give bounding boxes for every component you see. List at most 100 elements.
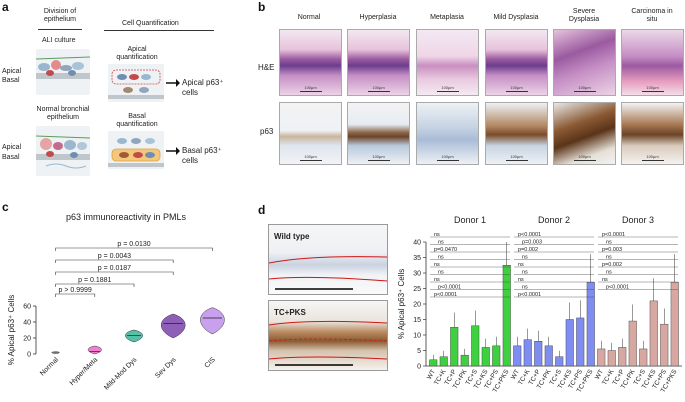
bar — [544, 345, 553, 367]
stat-label: ns — [518, 277, 524, 283]
col-carcinoma-in-situ: Carcinoma in situ — [631, 8, 673, 23]
row-p63-label: p63 — [260, 127, 274, 136]
stat-label: ns — [434, 262, 440, 268]
apical-quant-drawing — [108, 69, 164, 99]
bar — [513, 345, 522, 367]
y-tick-label: 30 — [413, 271, 421, 278]
violin-chart: 0 20 40 60 % Apical p63⁺ Cells Normal Hyper/Me… — [7, 241, 225, 392]
p63-mild-dysplasia-image: 100µm — [485, 102, 548, 165]
x-tick-label: CIS — [204, 356, 217, 369]
basal-quant-illustration — [108, 131, 164, 169]
bar — [492, 345, 501, 367]
comparison-label: p = 0.1881 — [78, 277, 111, 284]
p63-normal-image: 100µm — [279, 102, 342, 165]
donor-label: Donor 2 — [538, 215, 570, 225]
scale-label: 100µm — [510, 154, 523, 159]
scale-label: 100µm — [304, 85, 317, 90]
stat-label: ns — [434, 232, 440, 238]
apical-label: Apical — [2, 68, 22, 75]
y-tick-label: 25 — [413, 286, 421, 293]
scale-label: 100µm — [372, 154, 385, 159]
bar — [649, 300, 658, 367]
bar — [565, 319, 574, 367]
bar — [618, 347, 627, 367]
bar — [670, 282, 679, 367]
bar — [534, 340, 543, 367]
bar — [471, 325, 480, 367]
comparison-label: p > 0.9999 — [59, 287, 92, 294]
bar-chart: 0 5 10 15 20 25 30 35 40 % Apical p63⁺ Cells Donor… — [397, 215, 682, 394]
bar — [460, 354, 469, 367]
bar — [576, 317, 585, 367]
basal-result-label: Basal p63⁺ cells — [182, 146, 222, 165]
stat-label: ns — [438, 240, 444, 246]
panel-b-letter: b — [258, 0, 266, 14]
he-normal-image: 100µm — [279, 29, 342, 96]
stat-label: ns — [602, 277, 608, 283]
tc-pks-image — [268, 300, 388, 371]
normal-cells-drawing — [35, 135, 91, 169]
y-tick-label: 10 — [413, 333, 421, 340]
p63-hyperplasia-image: 100µm — [347, 102, 410, 165]
bar — [439, 356, 448, 367]
scale-label: 100µm — [646, 154, 659, 159]
scale-label: 100µm — [510, 85, 523, 90]
scale-label: 100µm — [441, 85, 454, 90]
apical-quantification-label: Apical quantification — [116, 46, 158, 61]
bar — [450, 327, 459, 367]
stat-label: ns — [438, 270, 444, 276]
stat-label: ns — [522, 285, 528, 291]
x-tick-label: Mild-Mod Dys — [103, 356, 139, 392]
wild-type-image — [268, 224, 388, 295]
stat-label: p<0.0001 — [606, 285, 629, 291]
bar — [639, 348, 648, 367]
stat-label: p<0.0001 — [434, 292, 457, 298]
comparison-label: p = 0.0043 — [98, 253, 131, 260]
bar — [660, 323, 669, 367]
basal-quant-drawing — [108, 138, 164, 167]
stat-label: p<0.0001 — [518, 292, 541, 298]
stat-label: ns — [434, 277, 440, 283]
stat-label: ns — [518, 262, 524, 268]
comparison-bracket — [55, 247, 213, 251]
tc-pks-drawing — [268, 320, 388, 366]
comparison-bracket — [55, 283, 135, 287]
stat-label: ns — [606, 255, 612, 261]
normal-epithelium-label: Normal bronchial epithelium — [36, 106, 90, 121]
violin-3 — [160, 313, 186, 339]
comparison-bracket — [55, 293, 96, 297]
wild-type-label: Wild type — [274, 232, 310, 241]
x-tick-label: WT — [594, 368, 605, 380]
tc-pks-label: TC+PKS — [274, 308, 306, 317]
bar — [586, 282, 595, 367]
scale-label: 100µm — [372, 85, 385, 90]
stat-label: p=0.0470 — [434, 247, 457, 253]
x-tick-label: Normal — [39, 356, 60, 377]
panel-a-letter: a — [2, 0, 9, 14]
comparison-bracket — [55, 259, 174, 263]
comparison-bracket — [55, 271, 174, 275]
bar — [597, 348, 606, 367]
violin-1 — [87, 345, 102, 355]
x-tick-label: WT — [510, 368, 521, 380]
comparison-label: p = 0.0130 — [117, 241, 150, 248]
ali-label: ALI culture — [42, 37, 76, 44]
p63-metaplasia-image: 100µm — [416, 102, 479, 165]
bar — [502, 265, 511, 367]
stat-label: p<0.0001 — [438, 285, 461, 291]
scale-label: 100µm — [646, 85, 659, 90]
stat-label: p<0.0001 — [518, 232, 541, 238]
col-mild-dysplasia: Mild Dysplasia — [493, 14, 539, 21]
col-severe-dysplasia: Severe Dysplasia — [568, 8, 600, 23]
y-tick-label: 40 — [23, 320, 31, 327]
divider — [38, 29, 82, 30]
apical-result-label: Apical p63⁺ cells — [182, 78, 224, 97]
basal-label: Basal — [2, 77, 20, 84]
y-tick-label: 60 — [23, 304, 31, 311]
p63-severe-dysplasia-image: 100µm — [553, 102, 616, 165]
stat-label: p=0.003 — [522, 240, 542, 246]
he-mild-dysplasia-image: 100µm — [485, 29, 548, 96]
basal-label-2: Basal — [2, 154, 20, 161]
stat-label: ns — [606, 270, 612, 276]
stat-label: p=0.002 — [602, 262, 622, 268]
